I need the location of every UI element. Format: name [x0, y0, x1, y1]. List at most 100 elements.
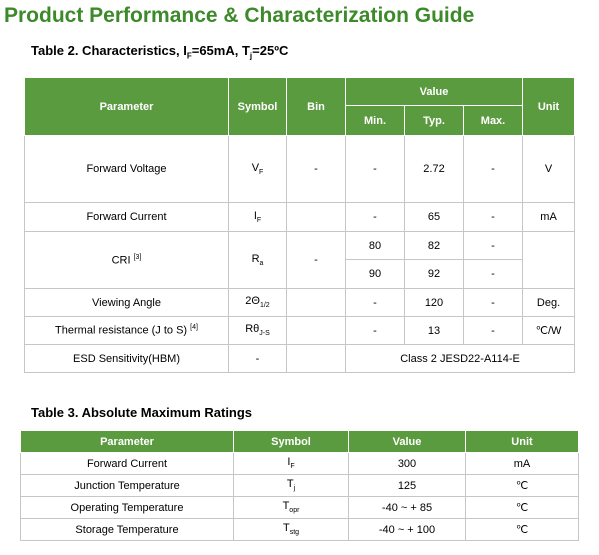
symbol: T — [286, 478, 294, 491]
cell: 120 — [404, 288, 464, 317]
cell: Tj — [233, 474, 349, 497]
cell: - — [462, 231, 524, 260]
cell: VF — [228, 135, 287, 203]
symbol: R — [251, 252, 260, 265]
cell: - — [345, 135, 405, 203]
cell — [286, 344, 346, 373]
header-cell: Symbol — [228, 77, 287, 136]
symbol: T — [282, 500, 290, 513]
cell: IF — [228, 202, 287, 232]
cell: ℃ — [465, 474, 579, 497]
header-cell: Parameter — [24, 77, 229, 136]
cell: 2Θ1/2 — [228, 288, 287, 317]
cell: - — [462, 259, 524, 289]
symbol: 2Θ — [245, 295, 260, 308]
symbol-sub: opr — [289, 507, 300, 515]
cell: ℃ — [465, 496, 579, 519]
header-cell: Symbol — [233, 430, 349, 453]
cell: Forward Current — [20, 452, 234, 475]
cell: mA — [522, 202, 576, 232]
cell: ESD Sensitivity(HBM) — [24, 344, 229, 373]
cell — [286, 288, 346, 317]
cell: Topr — [233, 496, 349, 519]
symbol: I — [287, 456, 291, 469]
cell: Forward Current — [24, 202, 229, 232]
cell: mA — [465, 452, 579, 475]
symbol: V — [251, 161, 260, 174]
cell: - — [462, 288, 524, 317]
param: Thermal resistance (J to S) — [55, 324, 188, 337]
cell: - — [462, 202, 524, 232]
row: Junction Temperature Tj 125 ℃ — [20, 474, 579, 497]
cell: 2.72 — [404, 135, 464, 203]
row: Forward Current IF 300 mA — [20, 452, 579, 475]
header-cell: Parameter — [20, 430, 234, 453]
header-cell: Value — [344, 77, 524, 106]
header-cell: Max. — [462, 105, 524, 136]
cell: V — [522, 135, 576, 203]
symbol-sub: j — [293, 485, 296, 493]
cell: 82 — [404, 231, 464, 260]
cell: RθJ-S — [228, 316, 287, 345]
ratings-table: Parameter Symbol Value Unit Forward Curr… — [20, 430, 579, 541]
caption-text: =65mA, T — [191, 43, 250, 58]
cell: - — [462, 316, 524, 345]
cell — [286, 202, 346, 232]
caption-text: Table 2. Characteristics, I — [31, 43, 187, 58]
cell: -40 ~ + 100 — [348, 518, 466, 541]
symbol-sub: a — [259, 260, 264, 268]
cell: CRI [3] — [24, 231, 229, 289]
symbol: I — [253, 209, 257, 222]
cell — [522, 231, 576, 289]
table-body: Forward Current IF 300 mA Junction Temperatu… — [20, 452, 579, 541]
header-cell: Typ. — [404, 105, 464, 136]
cell: - — [228, 344, 287, 373]
row: Operating Temperature Topr -40 ~ + 85 ℃ — [20, 496, 579, 519]
cell: Storage Temperature — [20, 518, 234, 541]
cell: ℃ — [465, 518, 579, 541]
cell: Tstg — [233, 518, 349, 541]
header-cell: Bin — [286, 77, 346, 136]
cell: 65 — [404, 202, 464, 232]
cell: - — [286, 231, 346, 289]
cell: ℃/W — [522, 316, 576, 345]
cell: - — [345, 316, 405, 345]
cell: 13 — [404, 316, 464, 345]
cell: - — [462, 135, 524, 203]
cell: Viewing Angle — [24, 288, 229, 317]
table-caption: Table 3. Absolute Maximum Ratings — [31, 405, 253, 420]
symbol-sub: 1/2 — [259, 302, 270, 310]
cell: Junction Temperature — [20, 474, 234, 497]
symbol-sub: F — [259, 169, 264, 177]
cell: Class 2 JESD22-A114-E — [344, 344, 576, 373]
caption-sub: F — [186, 51, 192, 61]
cell: 90 — [345, 259, 405, 289]
caption-sub: j — [249, 51, 253, 61]
cell: Deg. — [522, 288, 576, 317]
cell: 80 — [345, 231, 405, 260]
cell: - — [345, 202, 405, 232]
table-caption: Table 2. Characteristics, IF=65mA, Tj=25… — [31, 43, 288, 61]
symbol-sub: J-S — [259, 330, 270, 338]
header-cell: Unit — [522, 77, 576, 136]
cell: Forward Voltage — [24, 135, 229, 203]
cell: - — [286, 135, 346, 203]
cell: Thermal resistance (J to S) [4] — [24, 316, 229, 345]
row: Storage Temperature Tstg -40 ~ + 100 ℃ — [20, 518, 579, 541]
symbol-sub: F — [290, 463, 295, 471]
param: CRI — [111, 254, 131, 267]
characteristics-table: Parameter Symbol Bin Value Unit Min. Typ… — [24, 77, 576, 373]
note: [3] — [133, 253, 142, 261]
cell: Ra — [228, 231, 287, 289]
cell: - — [345, 288, 405, 317]
note: [4] — [190, 324, 198, 332]
symbol: Rθ — [245, 323, 260, 336]
header-cell: Min. — [345, 105, 405, 136]
symbol: T — [282, 522, 290, 535]
caption-text: =25ºC — [252, 43, 289, 58]
cell: 125 — [348, 474, 466, 497]
cell: -40 ~ + 85 — [348, 496, 466, 519]
symbol-sub: F — [256, 217, 262, 225]
header-cell: Unit — [465, 430, 579, 453]
